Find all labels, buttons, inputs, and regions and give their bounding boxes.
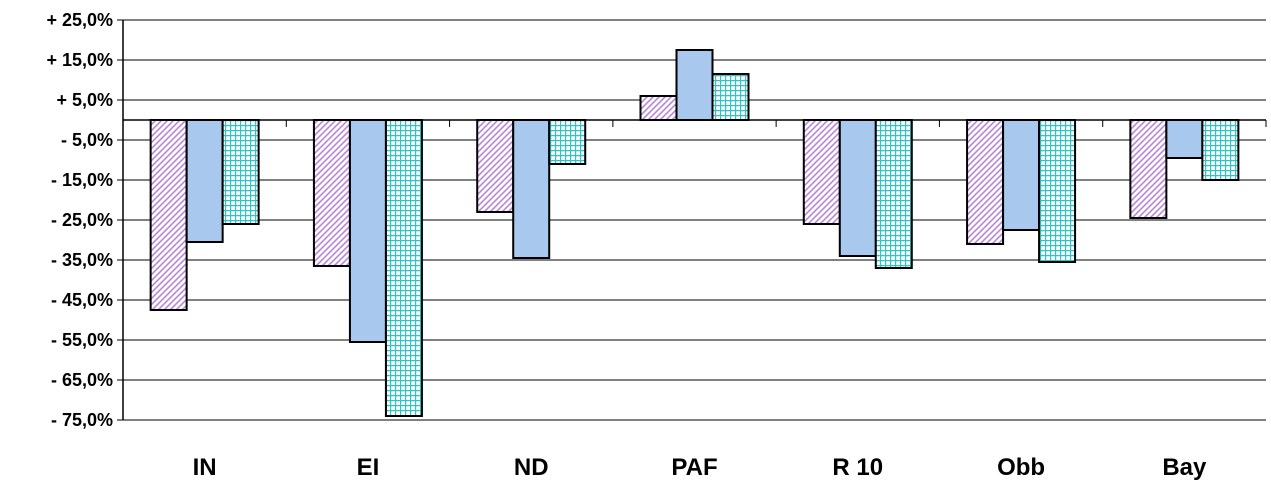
bar-paf-series-2 [675, 49, 714, 121]
x-tick-label: Bay [1162, 454, 1207, 481]
bar-ei-series-3 [384, 119, 423, 417]
bar-paf-series-3 [711, 73, 750, 121]
bar-r10-series-2 [838, 119, 877, 257]
y-tick-label: - 5,0% [61, 130, 113, 150]
y-tick-label: - 75,0% [51, 410, 113, 430]
y-tick-label: + 5,0% [56, 90, 113, 110]
y-tick-label: + 25,0% [46, 10, 113, 30]
y-axis-tick-labels: + 25,0% + 15,0% + 5,0% - 5,0% - 15,0% - 25,0%… [46, 10, 113, 430]
bars [149, 49, 1240, 417]
bar-nd-series-3 [548, 119, 587, 165]
bar-paf-series-1 [639, 95, 678, 121]
bar-ei-series-1 [312, 119, 351, 267]
y-tick-label: + 15,0% [46, 50, 113, 70]
x-axis-tick-labels: IN EI ND PAF R 10 Obb Bay [193, 454, 1207, 481]
bar-bay-series-3 [1201, 119, 1240, 181]
bar-r10-series-1 [802, 119, 841, 225]
y-tick-label: - 35,0% [51, 250, 113, 270]
x-tick-label: ND [514, 454, 549, 481]
bar-in-series-2 [185, 119, 224, 243]
y-tick-label: - 65,0% [51, 370, 113, 390]
bar-obb-series-2 [1002, 119, 1041, 231]
y-tick-label: - 55,0% [51, 330, 113, 350]
x-tick-label: EI [357, 454, 380, 481]
bar-in-series-3 [221, 119, 260, 225]
bar-in-series-1 [149, 119, 188, 311]
y-tick-label: - 45,0% [51, 290, 113, 310]
axes [117, 19, 1267, 421]
x-tick-label: PAF [671, 454, 717, 481]
bar-bay-series-2 [1165, 119, 1204, 159]
bar-obb-series-3 [1038, 119, 1077, 263]
bar-nd-series-2 [512, 119, 551, 259]
bar-nd-series-1 [476, 119, 515, 213]
x-tick-label: IN [193, 454, 217, 481]
y-tick-label: - 25,0% [51, 210, 113, 230]
y-tick-label: - 15,0% [51, 170, 113, 190]
bar-r10-series-3 [874, 119, 913, 269]
bar-bay-series-1 [1129, 119, 1168, 219]
x-tick-label: Obb [997, 454, 1045, 481]
bar-ei-series-2 [348, 119, 387, 343]
x-tick-label: R 10 [832, 454, 883, 481]
bar-obb-series-1 [966, 119, 1005, 245]
